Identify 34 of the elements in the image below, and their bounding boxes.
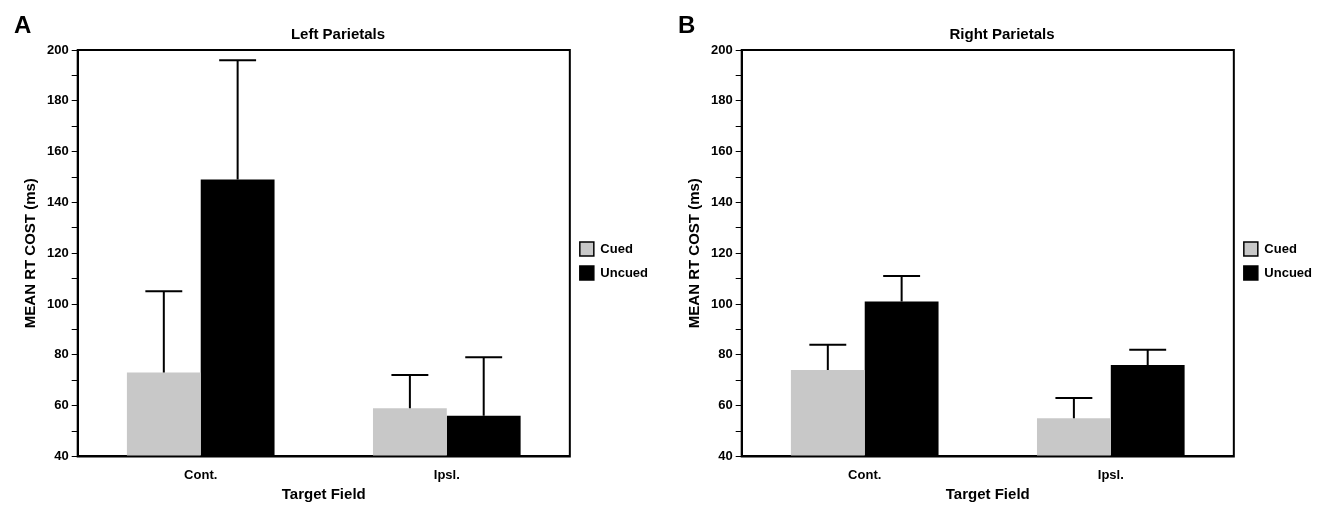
y-axis-title: MEAN RT COST (ms) [685,178,703,329]
y-tick-label: 140 [710,193,733,209]
y-tick-label: 180 [710,92,733,108]
legend-label: Uncued [1264,264,1313,280]
legend-label: Cued [1264,240,1297,256]
chart-title: Left Parietals [290,25,386,43]
y-tick-label: 60 [718,397,733,413]
y-tick-label: 140 [46,193,69,209]
legend-label: Uncued [600,264,649,280]
x-axis-title: Target Field [945,485,1030,503]
x-tick-label: Ipsl. [1097,466,1124,482]
y-tick-label: 180 [46,92,69,108]
x-axis-title: Target Field [281,485,366,503]
y-tick-label: 40 [718,447,733,463]
y-tick-label: 200 [46,41,69,57]
y-tick-label: 100 [710,295,733,311]
text: B [678,10,696,38]
text: A [14,10,32,38]
chart-title: Right Parietals [949,25,1055,43]
y-tick-label: 40 [54,447,69,463]
y-axis-title: MEAN RT COST (ms) [21,178,39,329]
y-tick-label: 120 [710,244,733,260]
y-tick-label: 200 [710,41,733,57]
x-tick-label: Ipsl. [433,466,460,482]
x-tick-label: Cont. [184,466,218,482]
y-tick-label: 80 [718,346,733,362]
y-tick-label: 160 [46,143,69,159]
y-tick-label: 120 [46,244,69,260]
y-tick-label: 80 [54,346,69,362]
y-tick-label: 100 [46,295,69,311]
y-tick-label: 60 [54,397,69,413]
x-tick-label: Cont. [848,466,882,482]
y-tick-label: 160 [710,143,733,159]
legend-label: Cued [600,240,633,256]
